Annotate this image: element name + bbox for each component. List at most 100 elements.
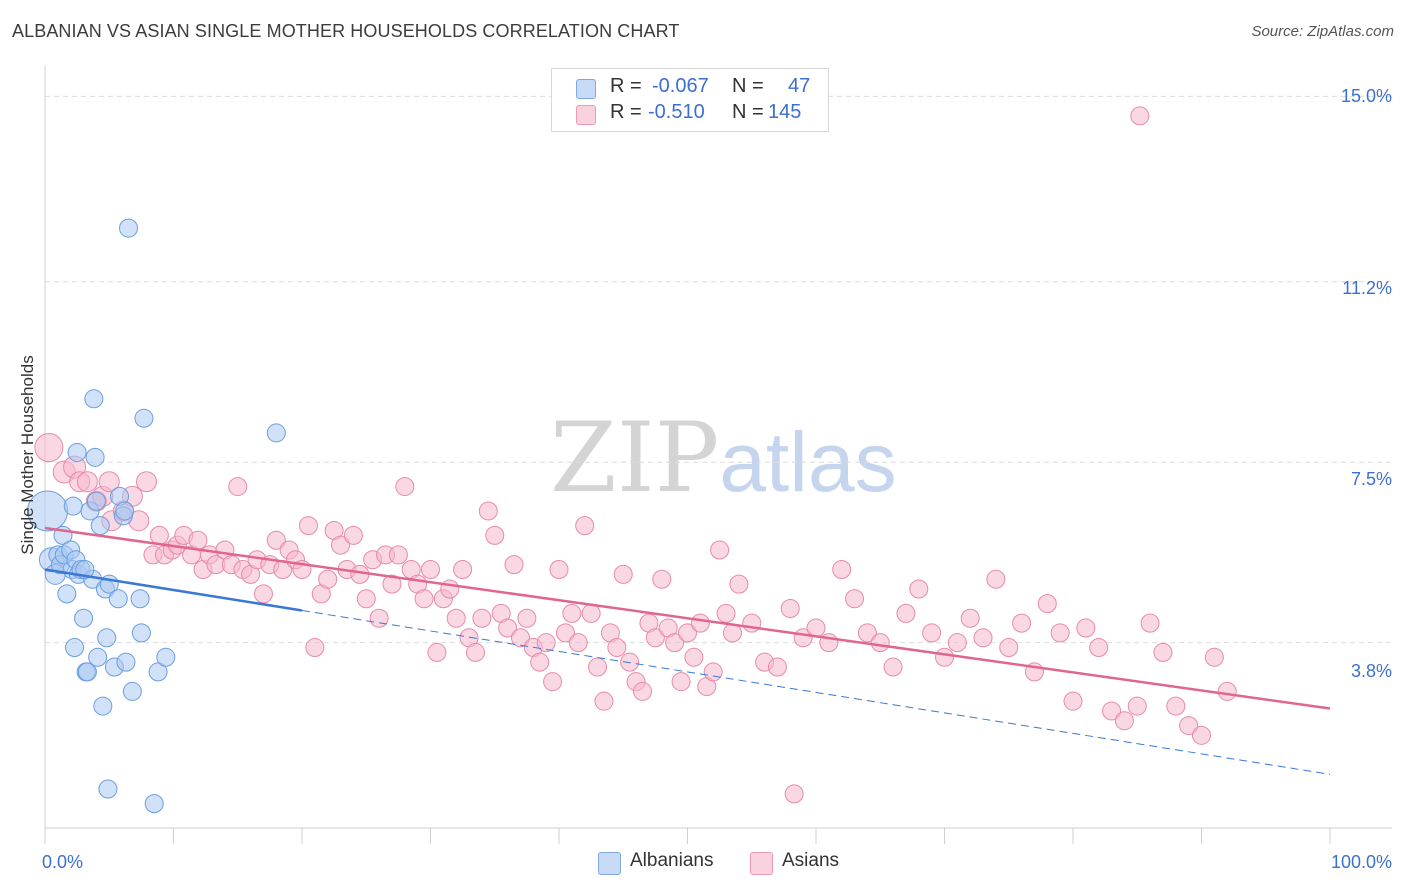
albanian-point [144,794,164,814]
albanian-point [266,423,286,443]
asian-point [1166,696,1186,716]
asian-point [594,691,614,711]
albanian-point [148,662,168,682]
asian-point [485,525,505,545]
legend-swatch-asians [576,105,596,125]
asian-point [465,642,485,662]
asian-point [549,559,569,579]
asian-point [1012,613,1032,633]
asian-point [543,672,563,692]
y-tick-label-3-8: 3.8% [1350,661,1392,681]
asian-point [690,613,710,633]
source-label: Source: ZipAtlas.com [1251,23,1394,40]
asian-point [665,633,685,653]
asian-point [575,516,595,536]
asian-point [555,623,575,643]
albanian-point [97,628,117,648]
albanian-point [156,647,176,667]
asian-point [870,633,890,653]
asian-point [478,501,498,521]
albanian-point [108,589,128,609]
y-axis-label: Single Mother Households [18,355,37,555]
asian-point [421,559,440,579]
asian-point [76,471,98,493]
asian-point [530,652,550,672]
asian-point [935,647,954,667]
asian-point [1130,106,1150,126]
albanian-point [77,662,97,682]
asian-point [999,638,1019,658]
albanian-point [88,647,108,667]
asian-point [517,608,537,628]
asian-point [343,525,363,545]
albanian-point [85,447,105,467]
x-tick-label-max: 100.0% [1330,852,1392,872]
asian-point [136,471,158,493]
albanian-point [86,491,106,511]
asian-point [395,477,415,497]
asian-point [581,603,601,623]
albanian-point [122,681,142,701]
asian-point [652,569,672,589]
albanian-point [119,218,139,238]
legend-row-albanians: R = -0.067 N = 47 [552,75,828,103]
albanian-point [98,779,118,799]
asian-point [253,584,273,604]
asian-point [1204,647,1224,667]
asian-trend-line [44,526,1331,710]
asian-point [1050,623,1070,643]
asian-point [414,589,434,609]
asian-point [504,555,524,575]
asian-point [453,559,473,579]
bottom-legend-swatch-asians [750,852,773,875]
asian-point [633,681,653,701]
y-tick-label-7-5: 7.5% [1350,469,1392,489]
asian-point [909,579,929,599]
legend-n-value: 145 [768,101,802,123]
asian-point [684,647,704,667]
asian-point [149,525,169,545]
y-tick-label-15: 15.0% [1340,86,1392,106]
albanian-point [134,408,154,428]
asian-point [472,608,492,628]
asian-point [1063,691,1083,711]
asian-point [613,564,633,584]
albanian-point [65,638,85,658]
asian-point [382,574,402,594]
asian-point [1140,613,1160,633]
albanian-point [63,496,83,516]
albanian-point [116,652,136,672]
asian-point [767,657,787,677]
asian-point [780,599,800,619]
asian-point [588,657,608,677]
asian-point [729,574,749,594]
asian-point [440,579,460,599]
asian-point [388,545,408,565]
asian-point [678,623,697,643]
asian-point [1037,594,1057,614]
asian-point [356,589,376,609]
asian-point [922,623,942,643]
asian-point [331,535,351,555]
asian-point [1089,638,1109,658]
asian-point [562,603,582,623]
asian-point [607,638,627,658]
legend-n-value: 47 [788,75,811,97]
asian-point [1192,725,1211,745]
asian-point [883,657,903,677]
albanian-point [93,696,113,716]
asian-point [973,628,993,648]
bottom-legend-swatch-albanians [598,852,621,875]
asian-point [986,569,1006,589]
asian-point [845,589,865,609]
asian-point [857,623,877,643]
asian-point [1102,701,1122,721]
legend-r-value: -0.067 [652,75,709,97]
asian-point [671,672,691,692]
asian-point [1127,696,1147,716]
asian-point [1114,711,1134,731]
asian-point [1179,716,1199,736]
asian-point [1217,681,1237,701]
asian-point [710,540,730,560]
